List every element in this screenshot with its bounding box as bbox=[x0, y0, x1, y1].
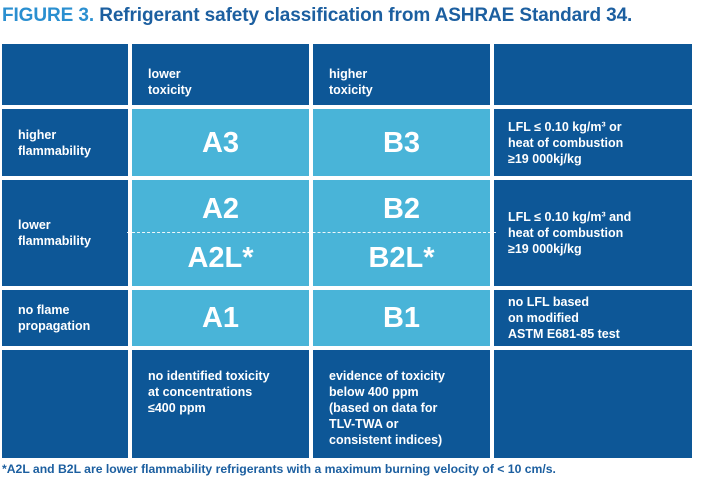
criteria-higher-flammability: LFL ≤ 0.10 kg/m³ or heat of combustion ≥… bbox=[494, 109, 692, 176]
header-criteria-cell bbox=[494, 44, 692, 105]
footnote: *A2L and B2L are lower flammability refr… bbox=[2, 462, 556, 476]
row-label-text: higher flammability bbox=[18, 127, 91, 158]
corner-cell bbox=[2, 44, 128, 105]
row-label-higher-flammability: higher flammability bbox=[2, 109, 128, 176]
header-lower-toxicity: lower toxicity bbox=[132, 44, 309, 105]
bottom-left-cell bbox=[2, 350, 128, 458]
criteria-lower-flammability: LFL ≤ 0.10 kg/m³ and heat of combustion … bbox=[494, 180, 692, 286]
criteria-no-flame-propagation: no LFL based on modified ASTM E681-85 te… bbox=[494, 290, 692, 346]
toxicity-note-higher: evidence of toxicity below 400 ppm (base… bbox=[313, 350, 490, 458]
figure-title: FIGURE 3. Refrigerant safety classificat… bbox=[2, 5, 632, 27]
class-a1: A1 bbox=[132, 290, 309, 346]
toxicity-note-text: no identified toxicity at concentrations… bbox=[148, 369, 270, 415]
class-a2: A2 bbox=[201, 192, 240, 225]
class-b3: B3 bbox=[313, 109, 490, 176]
row-label-text: lower flammability bbox=[18, 218, 91, 248]
criteria-text: LFL ≤ 0.10 kg/m³ and heat of combustion … bbox=[508, 210, 632, 256]
class-b2l: B2L* bbox=[368, 241, 435, 274]
row-label-lower-flammability: lower flammability bbox=[2, 180, 128, 286]
criteria-text: LFL ≤ 0.10 kg/m³ or heat of combustion ≥… bbox=[508, 119, 624, 166]
class-b2-group: B2 B2L* bbox=[313, 180, 490, 286]
class-b2: B2 bbox=[382, 192, 421, 225]
row-label-text: no flame propagation bbox=[18, 303, 91, 333]
toxicity-note-text: evidence of toxicity below 400 ppm (base… bbox=[329, 369, 446, 447]
header-higher-toxicity: higher toxicity bbox=[313, 44, 490, 105]
row-label-no-flame-propagation: no flame propagation bbox=[2, 290, 128, 346]
class-a3: A3 bbox=[132, 109, 309, 176]
a2l-divider-line bbox=[127, 232, 496, 233]
header-lower-toxicity-label: lower toxicity bbox=[148, 67, 192, 97]
toxicity-note-lower: no identified toxicity at concentrations… bbox=[132, 350, 309, 458]
criteria-text: no LFL based on modified ASTM E681-85 te… bbox=[508, 295, 620, 341]
class-a2l: A2L* bbox=[187, 241, 254, 274]
safety-classification-table: lower toxicity higher toxicity higher fl… bbox=[2, 44, 692, 458]
bottom-right-cell bbox=[494, 350, 692, 458]
class-a2-group: A2 A2L* bbox=[132, 180, 309, 286]
header-higher-toxicity-label: higher toxicity bbox=[329, 67, 373, 97]
figure-number: FIGURE 3. bbox=[2, 5, 95, 26]
class-b1: B1 bbox=[313, 290, 490, 346]
figure-caption: Refrigerant safety classification from A… bbox=[99, 5, 633, 26]
